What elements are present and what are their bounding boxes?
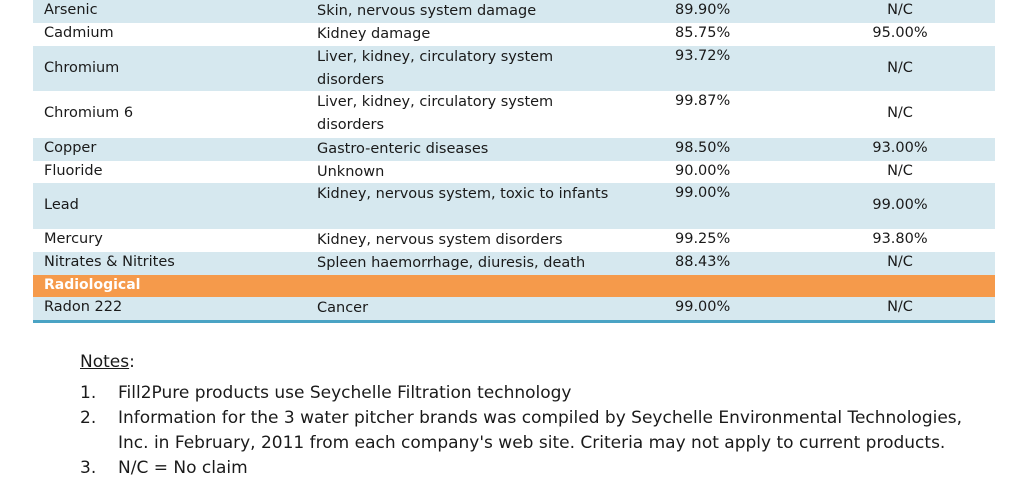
health-effect: Unknown: [317, 164, 385, 180]
table-row: Lead Kidney, nervous system, toxic to in…: [33, 183, 995, 229]
table-row: Radon 222 Cancer 99.00% N/C: [33, 297, 995, 321]
note-number: 1.: [80, 383, 97, 403]
fill2pure-reduction: N/C: [887, 163, 913, 179]
contaminant-name: Mercury: [44, 231, 103, 247]
table-row: Fluoride Unknown 90.00% N/C: [33, 161, 995, 183]
health-effect: Kidney damage: [317, 26, 431, 42]
contaminant-name: Copper: [44, 140, 97, 156]
contaminant-table: Arsenic Skin, nervous system damage 89.9…: [33, 0, 995, 321]
notes-colon: :: [129, 352, 135, 372]
contaminant-name: Chromium 6: [44, 105, 134, 121]
table-row: Nitrates & Nitrites Spleen haemorrhage, …: [33, 252, 995, 275]
fill2pure-reduction: N/C: [887, 105, 913, 121]
pitcher-reduction: 85.75%: [675, 25, 731, 41]
fill2pure-reduction: 93.80%: [872, 231, 928, 247]
health-effect: Gastro-enteric diseases: [317, 141, 489, 157]
note-text: N/C = No claim: [118, 458, 248, 478]
section-header-radiological: Radiological: [33, 275, 995, 297]
table-row: Copper Gastro-enteric diseases 98.50% 93…: [33, 138, 995, 161]
notes-heading: Notes:: [80, 352, 135, 372]
note-text: Information for the 3 water pitcher bran…: [118, 408, 963, 428]
fill2pure-reduction: 95.00%: [872, 25, 928, 41]
health-effect: Kidney, nervous system disorders: [317, 232, 563, 248]
pitcher-reduction: 99.25%: [675, 231, 731, 247]
fill2pure-reduction: N/C: [887, 60, 913, 76]
health-effect: Kidney, nervous system, toxic to infants: [317, 186, 609, 202]
note-number: 2.: [80, 408, 97, 428]
pitcher-reduction: 93.72%: [675, 48, 731, 64]
contaminant-name: Nitrates & Nitrites: [44, 254, 175, 270]
note-text: Inc. in February, 2011 from each company…: [118, 433, 946, 453]
section-label: Radiological: [44, 277, 141, 293]
health-effect: Liver, kidney, circulatory system disord…: [317, 49, 554, 88]
contaminant-name: Lead: [44, 197, 79, 213]
pitcher-reduction: 90.00%: [675, 163, 731, 179]
pitcher-reduction: 88.43%: [675, 254, 731, 270]
table-row: Chromium 6 Liver, kidney, circulatory sy…: [33, 91, 995, 138]
contaminant-name: Cadmium: [44, 25, 114, 41]
fill2pure-reduction: 93.00%: [872, 140, 928, 156]
contaminant-name: Fluoride: [44, 163, 103, 179]
note-number: 3.: [80, 458, 97, 478]
health-effect: Skin, nervous system damage: [317, 3, 537, 19]
fill2pure-reduction: N/C: [887, 299, 913, 315]
table-row: Cadmium Kidney damage 85.75% 95.00%: [33, 23, 995, 46]
pitcher-reduction: 99.00%: [675, 185, 731, 201]
table-row: Mercury Kidney, nervous system disorders…: [33, 229, 995, 252]
health-effect: Cancer: [317, 300, 369, 316]
fill2pure-reduction: N/C: [887, 254, 913, 270]
pitcher-reduction: 98.50%: [675, 140, 731, 156]
contaminant-name: Chromium: [44, 60, 120, 76]
contaminant-name: Radon 222: [44, 299, 123, 315]
table-row: Chromium Liver, kidney, circulatory syst…: [33, 46, 995, 91]
pitcher-reduction: 89.90%: [675, 2, 731, 18]
note-text: Fill2Pure products use Seychelle Filtrat…: [118, 383, 572, 403]
pitcher-reduction: 99.87%: [675, 93, 731, 109]
fill2pure-reduction: N/C: [887, 2, 913, 18]
fill2pure-reduction: 99.00%: [872, 197, 928, 213]
pitcher-reduction: 99.00%: [675, 299, 731, 315]
health-effect: Liver, kidney, circulatory system disord…: [317, 94, 554, 133]
table-bottom-border: [33, 320, 995, 323]
table-row: Arsenic Skin, nervous system damage 89.9…: [33, 0, 995, 23]
contaminant-name: Arsenic: [44, 2, 98, 18]
notes-title: Notes: [80, 352, 130, 372]
health-effect: Spleen haemorrhage, diuresis, death: [317, 255, 586, 271]
